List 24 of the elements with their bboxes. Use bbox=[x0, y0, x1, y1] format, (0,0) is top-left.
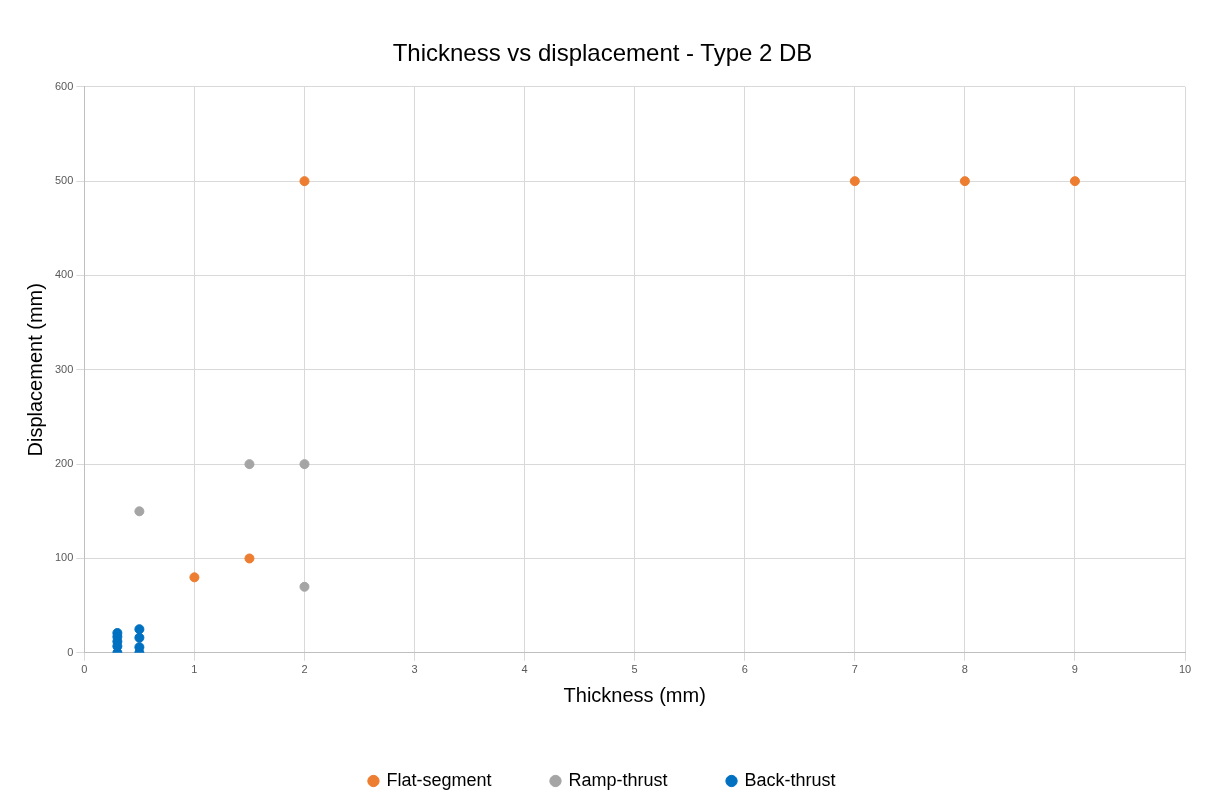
legend-label: Ramp-thrust bbox=[568, 769, 668, 790]
chart-title: Thickness vs displacement - Type 2 DB bbox=[392, 39, 813, 67]
x-tick-label: 0 bbox=[81, 663, 88, 676]
legend-label: Flat-segment bbox=[386, 769, 492, 790]
y-tick-label: 400 bbox=[54, 268, 74, 281]
y-tick-label: 600 bbox=[54, 79, 74, 92]
x-tick-label: 8 bbox=[961, 663, 968, 676]
x-tick-label: 4 bbox=[521, 663, 528, 676]
y-tick-label: 0 bbox=[67, 645, 74, 658]
x-tick-label: 1 bbox=[191, 663, 198, 676]
x-tick-label: 5 bbox=[631, 663, 638, 676]
x-tick-label: 6 bbox=[741, 663, 748, 676]
legend-label: Back-thrust bbox=[744, 769, 836, 790]
y-axis-title: Displacement (mm) bbox=[23, 283, 46, 457]
x-tick-label: 3 bbox=[411, 663, 418, 676]
x-tick-label: 9 bbox=[1071, 663, 1078, 676]
x-tick-label: 10 bbox=[1178, 663, 1192, 676]
y-tick-label: 500 bbox=[54, 174, 74, 187]
y-tick-label: 300 bbox=[54, 362, 74, 375]
x-axis-title: Thickness (mm) bbox=[563, 683, 706, 706]
y-tick-label: 100 bbox=[54, 551, 74, 564]
x-tick-label: 7 bbox=[851, 663, 858, 676]
x-tick-label: 2 bbox=[301, 663, 308, 676]
y-tick-label: 200 bbox=[54, 457, 74, 470]
